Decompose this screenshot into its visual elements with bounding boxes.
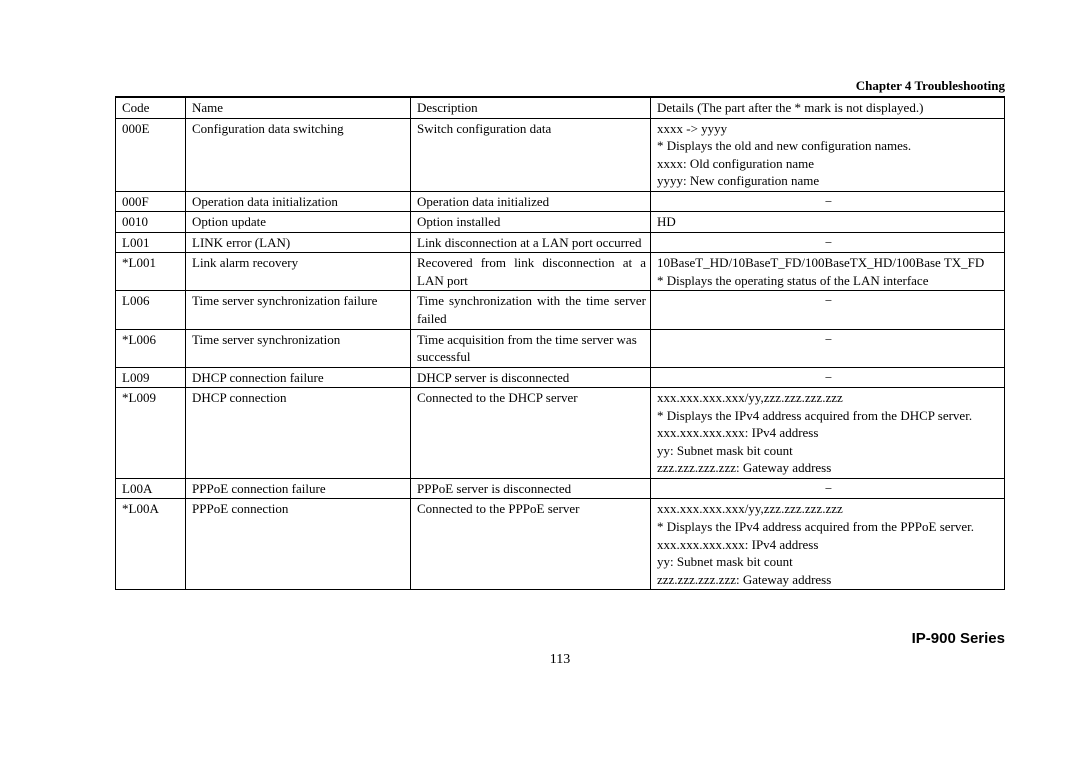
- table-row: 0010Option updateOption installed HD: [116, 212, 1005, 233]
- code-cell: *L006: [116, 329, 186, 367]
- details-line: * Displays the operating status of the L…: [657, 272, 1000, 290]
- name-cell: LINK error (LAN): [186, 232, 411, 253]
- details-line: * Displays the old and new configuration…: [657, 137, 1000, 155]
- table-row: L00APPPoE connection failurePPPoE server…: [116, 478, 1005, 499]
- name-cell: DHCP connection: [186, 388, 411, 479]
- description-cell: Operation data initialized: [411, 191, 651, 212]
- description-cell: Time synchronization with the time serve…: [411, 291, 651, 329]
- details-line: xxx.xxx.xxx.xxx: IPv4 address: [657, 536, 1000, 554]
- description-cell: Connected to the DHCP server: [411, 388, 651, 479]
- details-line: yy: Subnet mask bit count: [657, 553, 1000, 571]
- table-row: *L009DHCP connectionConnected to the DHC…: [116, 388, 1005, 479]
- name-cell: Link alarm recovery: [186, 253, 411, 291]
- table-row: *L001Link alarm recoveryRecovered from l…: [116, 253, 1005, 291]
- code-cell: L00A: [116, 478, 186, 499]
- code-cell: L006: [116, 291, 186, 329]
- code-cell: 0010: [116, 212, 186, 233]
- details-line: * Displays the IPv4 address acquired fro…: [657, 407, 1000, 425]
- description-cell: Recovered from link disconnection at a L…: [411, 253, 651, 291]
- details-line: xxx.xxx.xxx.xxx/yy,zzz.zzz.zzz.zzz: [657, 389, 1000, 407]
- details-line: HD: [657, 213, 1000, 231]
- chapter-header: Chapter 4 Troubleshooting: [115, 78, 1005, 98]
- description-cell: Switch configuration data: [411, 118, 651, 191]
- details-line: yyyy: New configuration name: [657, 172, 1000, 190]
- description-cell: Link disconnection at a LAN port occurre…: [411, 232, 651, 253]
- table-header-cell: Description: [411, 98, 651, 118]
- page-number: 113: [115, 652, 1005, 668]
- details-line: xxx.xxx.xxx.xxx/yy,zzz.zzz.zzz.zzz: [657, 500, 1000, 518]
- code-cell: *L001: [116, 253, 186, 291]
- details-cell: −: [651, 367, 1005, 388]
- details-line: xxxx -> yyyy: [657, 120, 1000, 138]
- details-line: yy: Subnet mask bit count: [657, 442, 1000, 460]
- name-cell: DHCP connection failure: [186, 367, 411, 388]
- page-footer: IP-900 Series 113: [115, 652, 1005, 668]
- details-line: zzz.zzz.zzz.zzz: Gateway address: [657, 459, 1000, 477]
- name-cell: Configuration data switching: [186, 118, 411, 191]
- code-cell: *L00A: [116, 499, 186, 590]
- table-header-cell: Name: [186, 98, 411, 118]
- code-cell: *L009: [116, 388, 186, 479]
- details-cell: −: [651, 329, 1005, 367]
- name-cell: Time server synchronization failure: [186, 291, 411, 329]
- table-header-cell: Code: [116, 98, 186, 118]
- table-row: L001LINK error (LAN)Link disconnection a…: [116, 232, 1005, 253]
- name-cell: Operation data initialization: [186, 191, 411, 212]
- details-line: xxx.xxx.xxx.xxx: IPv4 address: [657, 424, 1000, 442]
- name-cell: Time server synchronization: [186, 329, 411, 367]
- description-cell: Time acquisition from the time server wa…: [411, 329, 651, 367]
- details-line: xxxx: Old configuration name: [657, 155, 1000, 173]
- table-header-row: CodeNameDescriptionDetails (The part aft…: [116, 98, 1005, 118]
- document-page: Chapter 4 Troubleshooting CodeNameDescri…: [0, 0, 1080, 668]
- series-label: IP-900 Series: [912, 630, 1005, 647]
- table-row: L006Time server synchronization failureT…: [116, 291, 1005, 329]
- code-cell: L009: [116, 367, 186, 388]
- details-cell: −: [651, 232, 1005, 253]
- code-cell: 000F: [116, 191, 186, 212]
- description-cell: DHCP server is disconnected: [411, 367, 651, 388]
- table-row: 000EConfiguration data switchingSwitch c…: [116, 118, 1005, 191]
- description-cell: Connected to the PPPoE server: [411, 499, 651, 590]
- name-cell: PPPoE connection: [186, 499, 411, 590]
- code-cell: 000E: [116, 118, 186, 191]
- details-line: 10BaseT_HD/10BaseT_FD/100BaseTX_HD/100Ba…: [657, 254, 1000, 272]
- table-header-cell: Details (The part after the * mark is no…: [651, 98, 1005, 118]
- name-cell: Option update: [186, 212, 411, 233]
- details-cell: −: [651, 191, 1005, 212]
- details-line: zzz.zzz.zzz.zzz: Gateway address: [657, 571, 1000, 589]
- details-cell: xxxx -> yyyy* Displays the old and new c…: [651, 118, 1005, 191]
- details-cell: HD: [651, 212, 1005, 233]
- details-cell: −: [651, 291, 1005, 329]
- table-row: 000FOperation data initializationOperati…: [116, 191, 1005, 212]
- table-row: *L00APPPoE connectionConnected to the PP…: [116, 499, 1005, 590]
- details-cell: xxx.xxx.xxx.xxx/yy,zzz.zzz.zzz.zzz* Disp…: [651, 499, 1005, 590]
- table-row: *L006Time server synchronizationTime acq…: [116, 329, 1005, 367]
- details-cell: xxx.xxx.xxx.xxx/yy,zzz.zzz.zzz.zzz* Disp…: [651, 388, 1005, 479]
- table-row: L009DHCP connection failureDHCP server i…: [116, 367, 1005, 388]
- code-cell: L001: [116, 232, 186, 253]
- details-line: * Displays the IPv4 address acquired fro…: [657, 518, 1000, 536]
- troubleshooting-table: CodeNameDescriptionDetails (The part aft…: [115, 98, 1005, 590]
- details-cell: 10BaseT_HD/10BaseT_FD/100BaseTX_HD/100Ba…: [651, 253, 1005, 291]
- description-cell: Option installed: [411, 212, 651, 233]
- name-cell: PPPoE connection failure: [186, 478, 411, 499]
- description-cell: PPPoE server is disconnected: [411, 478, 651, 499]
- details-cell: −: [651, 478, 1005, 499]
